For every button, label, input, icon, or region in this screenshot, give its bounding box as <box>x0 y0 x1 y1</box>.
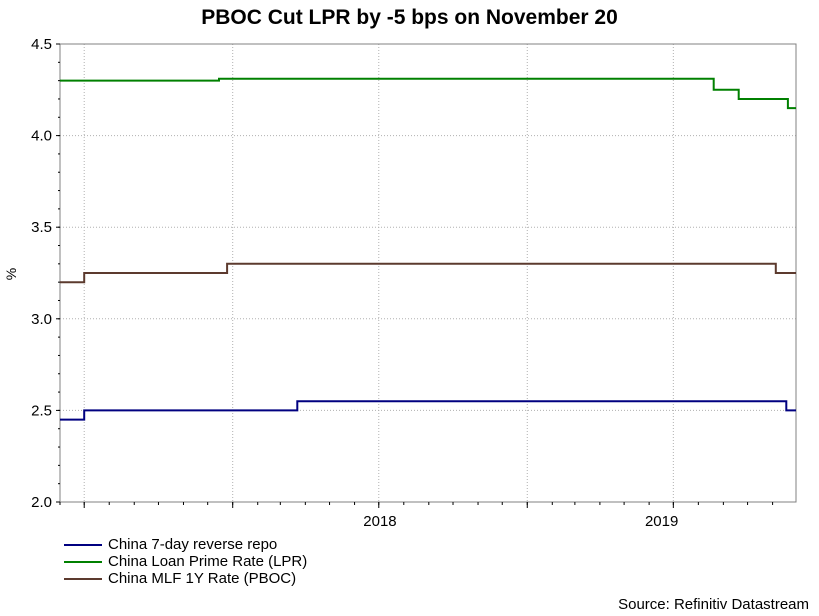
chart-title: PBOC Cut LPR by -5 bps on November 20 <box>201 6 618 29</box>
legend: China 7-day reverse repo China Loan Prim… <box>64 536 307 587</box>
y-tick-label: 2.0 <box>31 494 52 511</box>
legend-swatch-mlf <box>64 577 102 580</box>
legend-swatch-lpr <box>64 560 102 563</box>
axes: 2.0 2.5 3.0 3.5 4.0 4.5 2018 2019 <box>31 36 774 530</box>
x-tick-label: 2018 <box>363 513 396 530</box>
x-tick-label: 2019 <box>645 513 678 530</box>
legend-label-repo: China 7-day reverse repo <box>108 536 278 553</box>
legend-item-mlf: China MLF 1Y Rate (PBOC) <box>64 570 307 587</box>
y-tick-label: 3.5 <box>31 219 52 236</box>
y-tick-label: 2.5 <box>31 402 52 419</box>
legend-label-mlf: China MLF 1Y Rate (PBOC) <box>108 570 297 587</box>
legend-swatch-repo <box>64 543 102 546</box>
legend-item-repo: China 7-day reverse repo <box>64 536 307 553</box>
series-line-0 <box>60 400 796 421</box>
legend-item-lpr: China Loan Prime Rate (LPR) <box>64 553 307 570</box>
y-tick-label: 3.0 <box>31 311 52 328</box>
legend-label-lpr: China Loan Prime Rate (LPR) <box>108 553 308 570</box>
y-tick-label: 4.5 <box>31 36 52 53</box>
y-axis-label: % <box>3 268 19 280</box>
series-line-1 <box>60 77 796 110</box>
series-line-2 <box>60 262 796 284</box>
source-note: Source: Refinitiv Datastream <box>618 596 809 613</box>
series-layer <box>60 77 796 421</box>
y-tick-label: 4.0 <box>31 128 52 145</box>
